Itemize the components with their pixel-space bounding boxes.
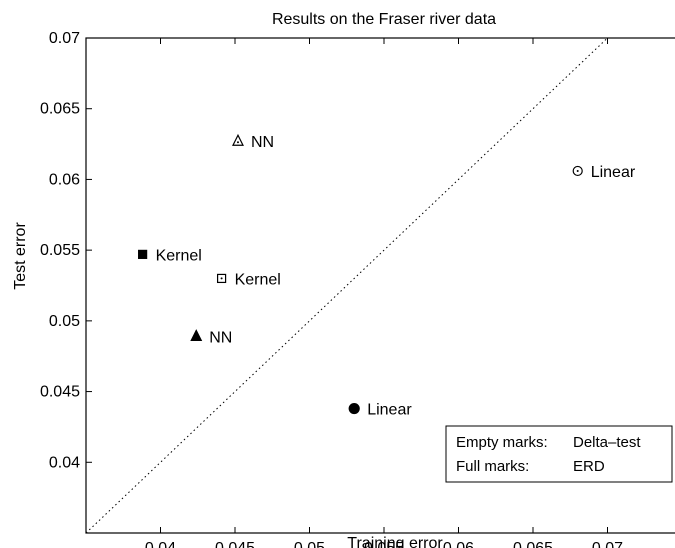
point-label: Kernel (235, 271, 281, 288)
marker-dot (220, 277, 223, 280)
legend-key-full: Full marks: (456, 458, 529, 475)
y-axis-label: Test error (12, 222, 29, 290)
chart-title: Results on the Fraser river data (272, 11, 496, 28)
y-tick-label: 0.06 (49, 171, 80, 188)
data-point: Kernel (138, 247, 202, 264)
y-tick-label: 0.065 (40, 101, 80, 118)
marker-dot (576, 169, 579, 172)
y-tick-label: 0.05 (49, 313, 80, 330)
point-label: NN (251, 134, 274, 151)
triangle-marker (232, 133, 244, 146)
y-tick-label: 0.045 (40, 384, 80, 401)
point-label: Kernel (156, 247, 202, 264)
data-points: NN Linear Kernel Kernel NN Linear (138, 133, 636, 419)
data-point: Linear (348, 402, 412, 419)
marker-dot (236, 141, 239, 144)
legend-box (445, 425, 673, 483)
diagonal-reference-line (85, 37, 608, 534)
legend-key-empty: Empty marks: (456, 434, 548, 451)
legend-value-empty: Delta–test (573, 434, 641, 451)
x-axis-ticks: 0.04 0.045 0.05 0.055 0.06 0.065 0.07 (145, 38, 623, 548)
point-label: Linear (591, 164, 636, 181)
x-tick-label: 0.04 (145, 540, 176, 548)
point-label: Linear (367, 402, 412, 419)
x-tick-label: 0.07 (592, 540, 623, 548)
x-tick-label: 0.045 (215, 540, 255, 548)
x-axis-label: Training error (347, 535, 443, 548)
x-tick-label: 0.055 (364, 540, 404, 548)
data-point: Linear (572, 164, 636, 181)
y-tick-label: 0.04 (49, 454, 80, 471)
triangle-marker (190, 329, 203, 342)
x-tick-label: 0.06 (443, 540, 474, 548)
circle-marker (348, 402, 360, 415)
y-tick-label: 0.055 (40, 242, 80, 259)
data-point: Kernel (216, 271, 281, 288)
y-axis-ticks: 0.04 0.045 0.05 0.055 0.06 0.065 0.07 (40, 30, 92, 471)
legend: Empty marks: Delta–test Full marks: ERD (445, 425, 673, 483)
data-point: NN (232, 133, 274, 151)
data-point: NN (190, 329, 232, 346)
y-tick-label: 0.07 (49, 30, 80, 47)
square-marker (138, 249, 148, 259)
legend-value-full: ERD (573, 458, 605, 475)
x-tick-label: 0.065 (513, 540, 553, 548)
point-label: NN (209, 329, 232, 346)
x-tick-label: 0.05 (294, 540, 325, 548)
